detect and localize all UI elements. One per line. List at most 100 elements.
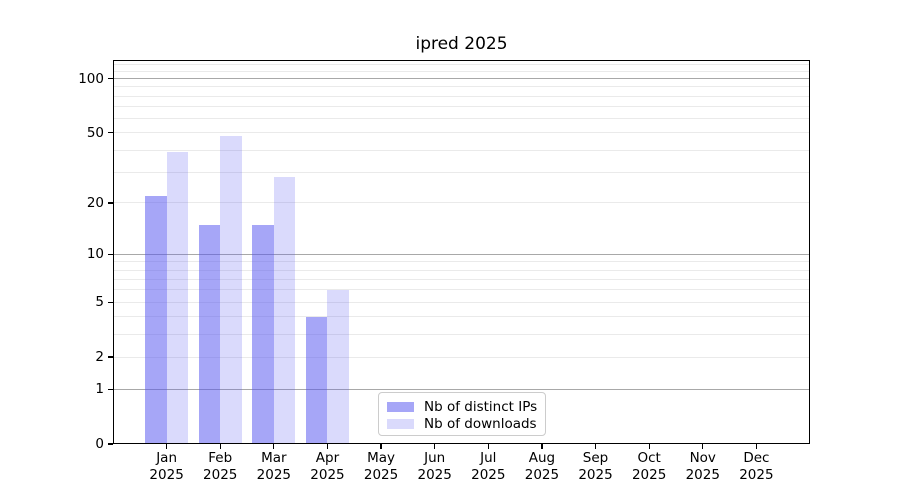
y-tick-label: 50 [86, 124, 104, 141]
x-tick-year: 2025 [685, 467, 720, 483]
x-tick-label: Jan 2025 [137, 450, 197, 484]
y-tick-label: 10 [86, 246, 104, 263]
y-tick-mark [108, 253, 113, 255]
legend-swatch-downloads [387, 418, 414, 429]
x-tick-mark [648, 444, 650, 449]
bar-downloads-feb [220, 135, 242, 444]
x-tick-year: 2025 [417, 467, 452, 483]
y-tick-label: 20 [86, 194, 104, 211]
y-tick-mark [108, 388, 113, 390]
gridline-minor [113, 86, 810, 88]
x-tick-label: May 2025 [351, 450, 411, 484]
legend-entry-downloads: Nb of downloads [387, 415, 545, 432]
x-tick-label: Jun 2025 [405, 450, 465, 484]
x-tick-mark [541, 444, 543, 449]
x-tick-month: Aug [528, 450, 556, 466]
x-tick-mark [434, 444, 436, 449]
y-tick-label: 2 [95, 349, 104, 366]
x-tick-label: Apr 2025 [297, 450, 357, 484]
gridline-minor [113, 316, 810, 318]
bar-distinct-ips-jan [145, 195, 167, 444]
gridline-minor [113, 171, 810, 173]
x-tick-label: Dec 2025 [726, 450, 786, 484]
gridline-minor [113, 261, 810, 263]
legend-swatch-distinct-ips [387, 401, 414, 412]
x-tick-mark [166, 444, 168, 449]
x-tick-mark [273, 444, 275, 449]
gridline-minor [113, 301, 810, 303]
x-tick-label: Jul 2025 [458, 450, 518, 484]
gridline-minor [113, 118, 810, 120]
gridline-minor [113, 106, 810, 108]
y-tick-label: 5 [95, 294, 104, 311]
x-tick-mark [380, 444, 382, 449]
y-tick-label: 1 [95, 381, 104, 398]
bar-distinct-ips-apr [305, 316, 328, 444]
gridline-minor [113, 63, 810, 65]
x-tick-mark [755, 444, 757, 449]
x-tick-month: Jul [480, 450, 497, 466]
gridline-minor [113, 202, 810, 204]
x-tick-year: 2025 [578, 467, 613, 483]
x-tick-mark [487, 444, 489, 449]
x-tick-month: Dec [743, 450, 770, 466]
x-tick-month: Nov [689, 450, 716, 466]
x-tick-month: Jun [424, 450, 446, 466]
y-tick-label: 0 [95, 436, 104, 452]
x-tick-year: 2025 [363, 467, 399, 483]
gridline-major [113, 78, 810, 80]
x-tick-month: Feb [208, 450, 233, 466]
gridline-minor [113, 333, 810, 335]
x-tick-mark [219, 444, 221, 449]
gridline-minor [113, 149, 810, 151]
x-tick-label: Nov 2025 [673, 450, 733, 484]
x-tick-mark [326, 444, 329, 449]
x-tick-label: Sep 2025 [566, 450, 626, 484]
gridline-minor [113, 278, 810, 280]
x-tick-label: Feb 2025 [190, 450, 250, 484]
y-tick-mark [108, 443, 113, 445]
chart-title: ipred 2025 [415, 34, 508, 54]
gridline-minor [113, 356, 810, 358]
bar-downloads-mar [273, 177, 296, 444]
gridline-minor [113, 132, 810, 134]
x-tick-month: Jan [156, 450, 178, 466]
x-tick-year: 2025 [256, 467, 292, 483]
x-tick-year: 2025 [739, 467, 774, 483]
legend-label-downloads: Nb of downloads [424, 415, 537, 432]
x-tick-year: 2025 [524, 467, 560, 483]
legend-entry-distinct-ips: Nb of distinct IPs [387, 398, 545, 415]
y-tick-mark [108, 356, 113, 358]
x-tick-mark [702, 444, 704, 449]
legend: Nb of distinct IPs Nb of downloads [378, 392, 546, 436]
gridline-major [113, 388, 810, 390]
x-tick-year: 2025 [471, 467, 506, 483]
bar-distinct-ips-mar [252, 224, 274, 444]
bar-downloads-jan [166, 151, 189, 444]
bar-downloads-apr [327, 289, 349, 444]
y-tick-label: 100 [78, 70, 104, 87]
x-tick-year: 2025 [149, 467, 184, 483]
y-tick-mark [108, 202, 113, 204]
gridline-major [113, 253, 810, 255]
x-tick-month: Apr [315, 450, 340, 466]
gridline-minor [113, 289, 810, 291]
bar-distinct-ips-feb [198, 224, 221, 444]
x-tick-label: Mar 2025 [244, 450, 304, 484]
gridline-minor [113, 70, 810, 72]
x-tick-mark [594, 444, 597, 449]
y-tick-mark [108, 78, 113, 80]
x-tick-year: 2025 [631, 467, 667, 483]
x-tick-month: Sep [582, 450, 609, 466]
x-tick-month: Mar [261, 450, 287, 466]
legend-label-distinct-ips: Nb of distinct IPs [424, 398, 538, 415]
y-tick-mark [108, 301, 113, 303]
y-tick-mark [108, 132, 113, 134]
gridline-minor [113, 269, 810, 271]
x-tick-year: 2025 [310, 467, 345, 483]
x-tick-year: 2025 [203, 467, 238, 483]
x-tick-label: Aug 2025 [512, 450, 572, 484]
x-tick-month: May [367, 450, 396, 466]
gridline-minor [113, 95, 810, 97]
